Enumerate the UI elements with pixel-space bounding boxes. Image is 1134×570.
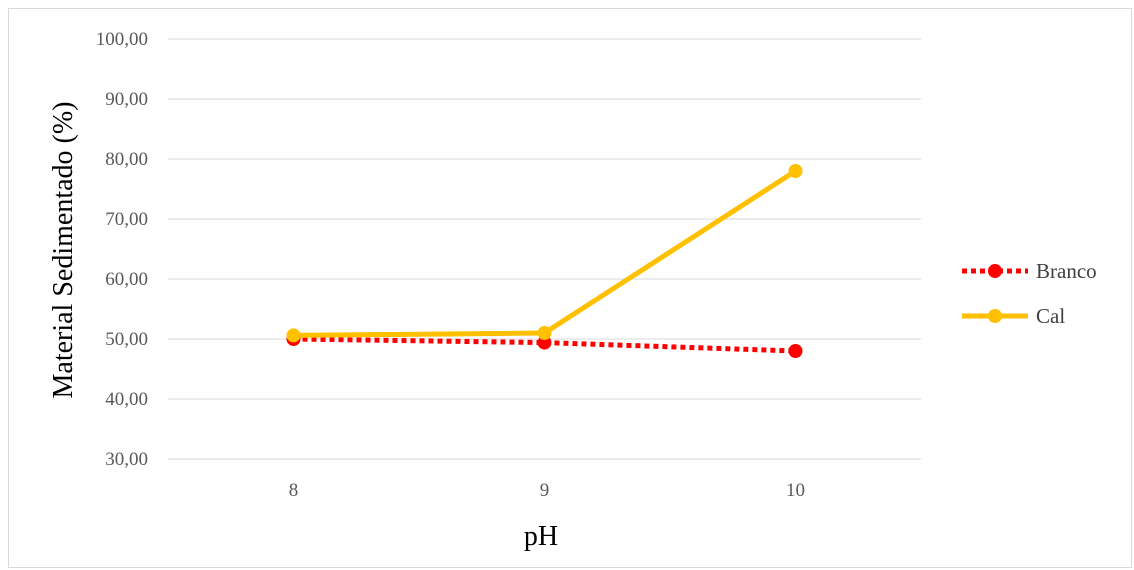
- x-tick-label: 8: [289, 480, 299, 501]
- legend-item-cal: Cal: [962, 304, 1065, 328]
- x-tick-labels: 8 9 10: [289, 480, 805, 501]
- y-tick-label: 30,00: [105, 449, 148, 470]
- series-line: [293, 336, 796, 354]
- y-tick-labels: 30,00 40,00 50,00 60,00 70,00 80,00 90,00 100,0…: [96, 29, 148, 470]
- y-tick-label: 70,00: [105, 209, 148, 230]
- gridlines: [168, 38, 921, 460]
- y-tick-label: 40,00: [105, 389, 148, 410]
- data-point: [537, 326, 552, 340]
- y-tick-label: 50,00: [105, 329, 148, 350]
- data-point: [537, 335, 552, 350]
- y-tick-label: 100,00: [96, 29, 148, 50]
- legend-marker: [988, 264, 1002, 278]
- series-group: [286, 164, 803, 358]
- x-tick-label: 9: [540, 480, 550, 501]
- y-tick-label: 90,00: [105, 89, 148, 110]
- chart-frame: [8, 8, 1132, 568]
- y-tick-label: 60,00: [105, 269, 148, 290]
- x-tick-label: 10: [786, 480, 805, 501]
- legend: Branco Cal: [962, 259, 1097, 328]
- series-line: [293, 168, 797, 338]
- data-point: [286, 328, 301, 343]
- data-point: [788, 344, 803, 358]
- legend-item-branco: Branco: [962, 259, 1097, 283]
- x-axis-title: pH: [524, 521, 558, 552]
- y-axis-title: Material Sedimentado (%): [48, 101, 79, 398]
- legend-marker: [988, 309, 1002, 323]
- series-cal: [286, 164, 803, 343]
- legend-label: Cal: [1036, 304, 1065, 328]
- data-point: [788, 164, 803, 178]
- legend-label: Branco: [1036, 259, 1097, 283]
- y-tick-label: 80,00: [105, 149, 148, 170]
